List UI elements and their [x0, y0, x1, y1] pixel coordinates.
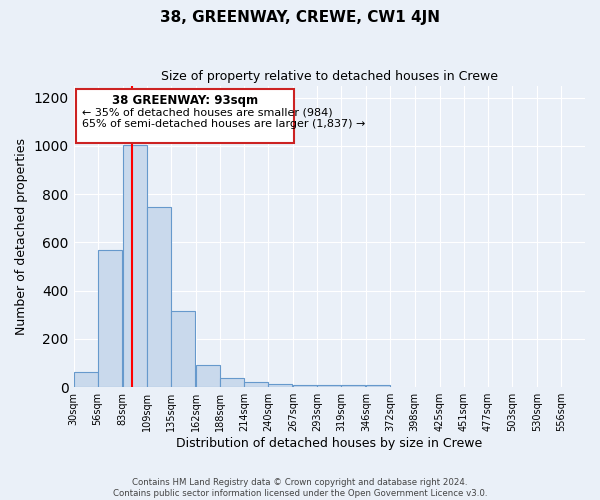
Bar	[317, 385, 341, 387]
Y-axis label: Number of detached properties: Number of detached properties	[15, 138, 28, 335]
Bar	[244, 382, 268, 387]
Bar	[122, 144, 147, 387]
Bar	[147, 206, 171, 387]
Bar	[74, 372, 98, 387]
Bar	[367, 385, 391, 387]
Bar	[268, 384, 292, 387]
Text: Contains HM Land Registry data © Crown copyright and database right 2024.
Contai: Contains HM Land Registry data © Crown c…	[113, 478, 487, 498]
Bar	[341, 385, 365, 387]
Text: 38 GREENWAY: 93sqm: 38 GREENWAY: 93sqm	[112, 94, 258, 107]
Text: 38, GREENWAY, CREWE, CW1 4JN: 38, GREENWAY, CREWE, CW1 4JN	[160, 10, 440, 25]
Bar	[98, 250, 122, 387]
Bar	[196, 365, 220, 387]
Bar	[293, 385, 317, 387]
Text: 65% of semi-detached houses are larger (1,837) →: 65% of semi-detached houses are larger (…	[82, 120, 365, 130]
Text: ← 35% of detached houses are smaller (984): ← 35% of detached houses are smaller (98…	[82, 108, 332, 118]
Bar	[220, 378, 244, 387]
Bar	[171, 311, 195, 387]
X-axis label: Distribution of detached houses by size in Crewe: Distribution of detached houses by size …	[176, 437, 482, 450]
FancyBboxPatch shape	[76, 89, 294, 144]
Title: Size of property relative to detached houses in Crewe: Size of property relative to detached ho…	[161, 70, 498, 83]
